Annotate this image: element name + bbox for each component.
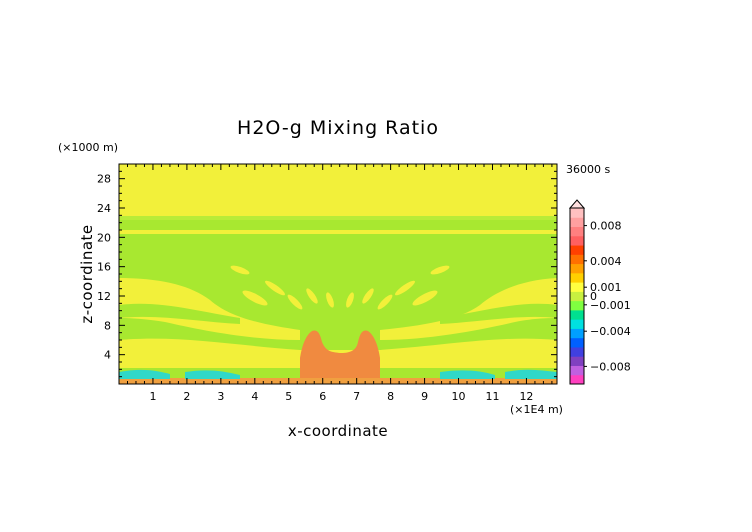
x-axis-title: x-coordinate xyxy=(288,422,388,440)
y-tick-label: 12 xyxy=(97,290,111,303)
colorbar-swatch xyxy=(570,374,584,385)
y-tick-label: 28 xyxy=(97,173,111,186)
y-unit-label: (×1000 m) xyxy=(58,141,118,154)
time-label: 36000 s xyxy=(566,163,610,176)
x-tick-label: 2 xyxy=(183,390,190,403)
x-tick-label: 6 xyxy=(319,390,326,403)
x-tick-label: 12 xyxy=(519,390,533,403)
y-tick-label: 4 xyxy=(104,349,111,362)
thin-band xyxy=(119,230,557,234)
colorbar-swatch xyxy=(570,208,584,218)
colorbar-swatch xyxy=(570,319,584,329)
x-tick-label: 8 xyxy=(387,390,394,403)
colorbar-swatch xyxy=(570,300,584,311)
colorbar-swatch xyxy=(570,263,584,274)
x-tick-label: 5 xyxy=(285,390,292,403)
y-tick-label: 8 xyxy=(104,319,111,332)
colorbar-swatch xyxy=(570,245,584,255)
colorbar-swatch xyxy=(570,346,584,357)
wave-streaks xyxy=(230,265,450,310)
y-tick-label: 20 xyxy=(97,231,111,244)
upper-moist-layer xyxy=(119,164,557,216)
chart-title: H2O-g Mixing Ratio xyxy=(237,117,439,139)
x-axis: 1 2 3 4 5 6 7 8 9 10 11 12 xyxy=(118,164,553,403)
colorbar-tick-label: −0.004 xyxy=(590,325,631,338)
x-tick-label: 4 xyxy=(251,390,258,403)
colorbar-tick-label: 0.004 xyxy=(590,255,622,268)
colorbar-swatch xyxy=(570,328,584,339)
colorbar-swatch xyxy=(570,337,584,348)
green-band xyxy=(119,216,557,220)
surface-moist-layer xyxy=(119,378,557,384)
x-tick-label: 9 xyxy=(421,390,428,403)
colorbar-swatch xyxy=(570,272,584,283)
x-tick-label: 7 xyxy=(353,390,360,403)
colorbar-swatch xyxy=(570,226,584,237)
colorbar-extend-arrow xyxy=(568,199,586,209)
x-tick-label: 3 xyxy=(217,390,224,403)
colorbar-swatch xyxy=(570,217,584,228)
colorbar-swatch xyxy=(570,365,584,376)
x-unit-label: (×1E4 m) xyxy=(510,403,563,416)
low-band-right xyxy=(440,303,557,324)
colorbar-tick-label: 0.008 xyxy=(590,220,622,233)
y-axis: 4 8 12 16 20 24 28 xyxy=(97,163,557,385)
y-tick-label: 24 xyxy=(97,202,111,215)
x-tick-label: 11 xyxy=(485,390,499,403)
colorbar-swatch xyxy=(570,282,584,292)
colorbar-swatch xyxy=(570,291,584,302)
convective-plume xyxy=(300,330,380,384)
y-axis-title: z-coordinate xyxy=(78,224,96,323)
y-tick-label: 16 xyxy=(97,261,111,274)
colorbar-swatch xyxy=(570,254,584,265)
colorbar-swatch xyxy=(570,356,584,366)
x-tick-label: 10 xyxy=(452,390,466,403)
low-band-left xyxy=(119,303,240,324)
surface-negative-patches xyxy=(119,369,557,379)
colorbar-tick-label: 0.001 xyxy=(590,281,622,294)
mid-lobe-left xyxy=(119,278,300,340)
colorbar-tick-label: −0.001 xyxy=(590,299,631,312)
mid-lobe-right xyxy=(380,278,557,340)
colorbar-tick-label: −0.008 xyxy=(590,360,631,373)
heatmap-field xyxy=(119,164,557,384)
colorbar-swatch xyxy=(570,235,584,246)
colorbar-tick-label: 0 xyxy=(590,290,597,303)
colorbar-swatch xyxy=(570,309,584,320)
x-tick-label: 1 xyxy=(149,390,156,403)
